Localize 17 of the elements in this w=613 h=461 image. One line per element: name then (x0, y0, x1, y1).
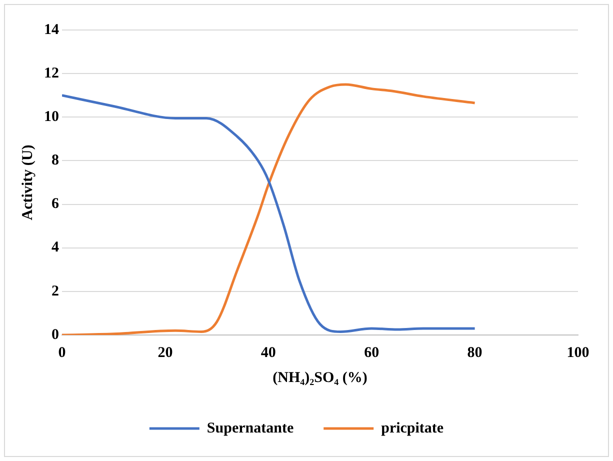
legend-label: pricpitate (381, 420, 444, 436)
y-tick-label: 12 (44, 65, 59, 82)
x-tick-label: 60 (364, 344, 380, 361)
x-tick-label: 40 (260, 344, 276, 361)
y-tick-label: 8 (52, 152, 59, 169)
y-tick-label: 6 (52, 196, 60, 212)
x-tick-label: 20 (158, 344, 173, 361)
y-tick-label: 10 (44, 109, 59, 126)
x-tick-label: 100 (566, 344, 590, 361)
y-tick-label: 2 (52, 283, 59, 300)
x-tick-label: 80 (467, 344, 482, 361)
y-tick-label: 14 (44, 22, 60, 38)
y-tick-label: 4 (52, 240, 60, 256)
legend-label: Supernatante (206, 420, 294, 436)
x-axis-title: (NH₄)₂SO₄ (%) (272, 370, 368, 386)
y-tick-label: 0 (52, 326, 59, 343)
y-axis-title: Activity (U) (20, 144, 36, 220)
